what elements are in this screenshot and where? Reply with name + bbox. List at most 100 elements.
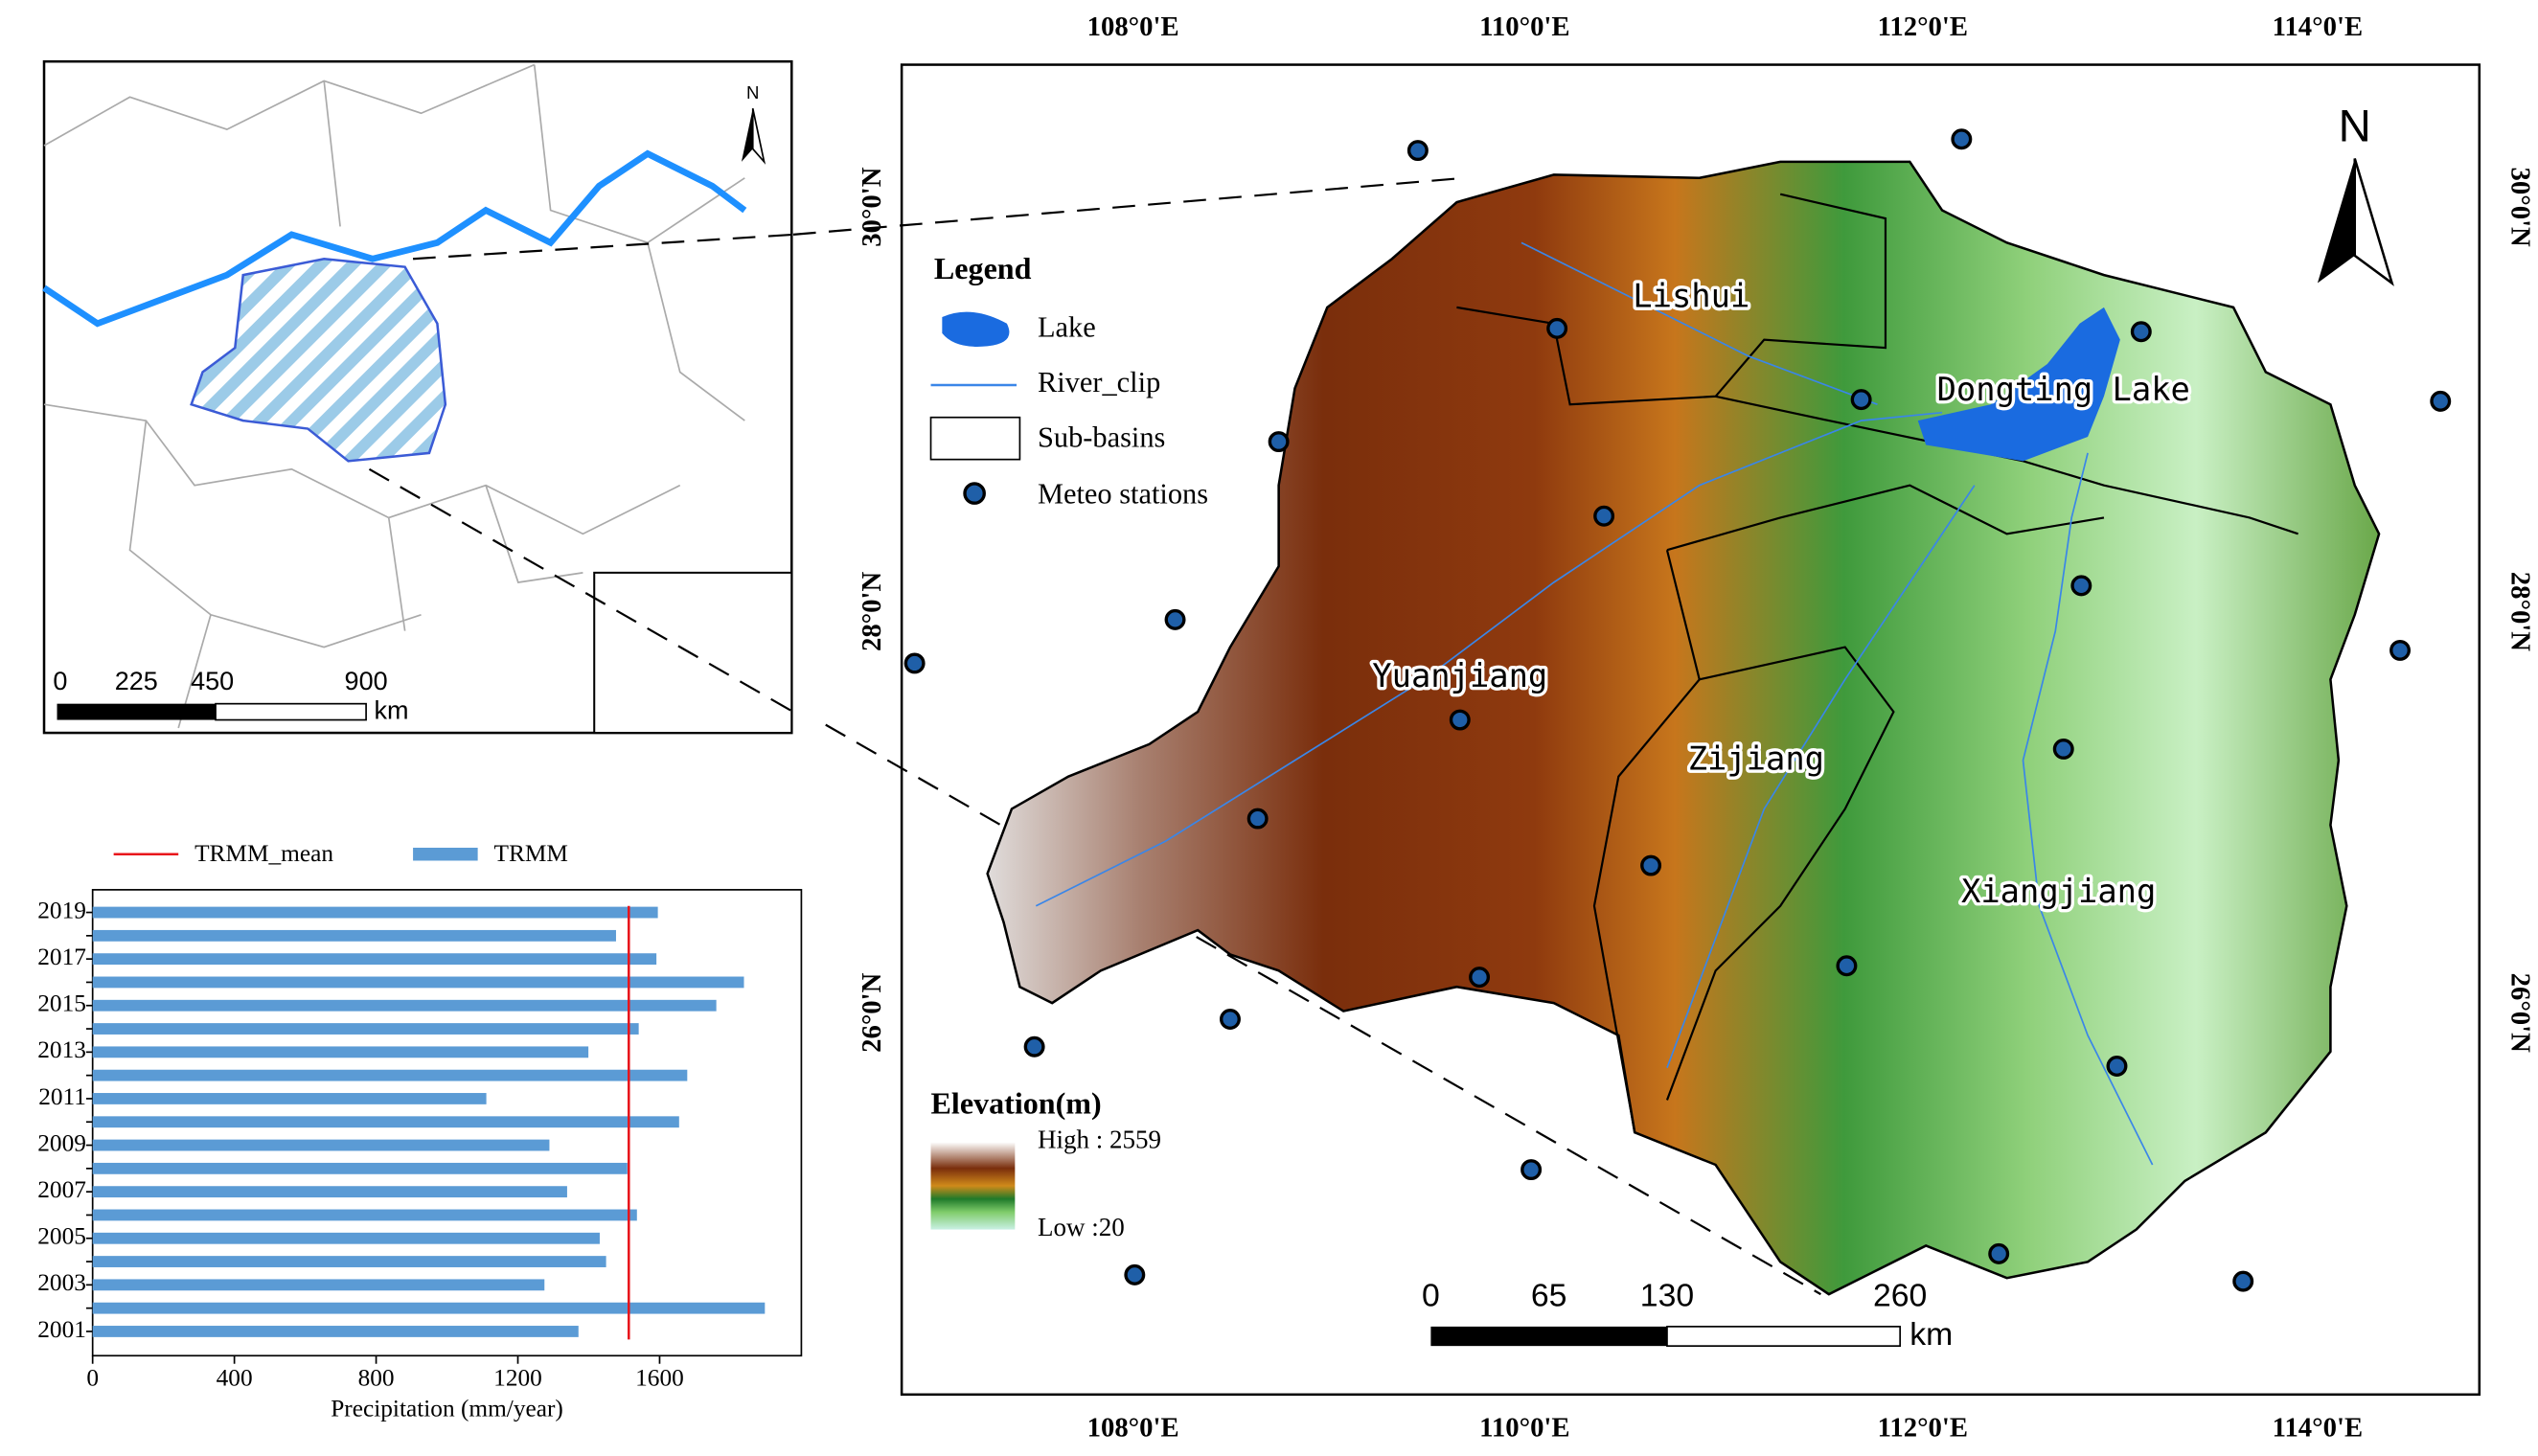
x-tick-label: 1200 [493,1364,542,1391]
inset-scale-bar [215,702,367,721]
connector-lines [368,176,1821,1296]
meteo-station [1521,1159,1543,1181]
meteo-station [1469,967,1491,989]
basin-label: Yuanjiang [1372,657,1547,694]
legend-label: TRMM [494,840,568,867]
inset-scale-unit: km [375,695,409,724]
north-label: N [2339,102,2371,152]
y-tick-label: 2019 [37,897,86,923]
longitude-label: 108°0'E [1087,1413,1179,1444]
basin-label: Zijiang [1688,739,1824,777]
y-tick-label: 2001 [37,1316,86,1343]
longitude-label: 114°0'E [2273,1413,2363,1444]
legend-station-symbol [963,482,986,505]
meteo-station [2052,738,2074,760]
y-tick-label: 2015 [37,990,86,1017]
longitude-label: 110°0'E [1479,1413,1569,1444]
basin-label: Xiangjiang [1961,873,2156,910]
yangtze-river [42,149,747,328]
inset-scale-label: 450 [191,667,234,695]
bar [92,1162,628,1174]
meteo-station [2130,321,2152,343]
latitude-label: 30°0'N [857,167,887,247]
latitude-label: 28°0'N [2505,572,2536,652]
inset-scale-label: 900 [345,667,388,695]
inset-scale-label: 225 [115,667,158,695]
meteo-station [1546,317,1568,339]
x-tick-label: 0 [86,1364,99,1391]
meteo-station [1268,431,1290,453]
north-arrow [2317,158,2355,284]
meteo-station [2106,1056,2128,1077]
bar [92,1069,688,1081]
scale-unit: km [1909,1316,1953,1353]
inset-subframe [593,571,793,735]
basin-label: Lishui [1633,277,1749,314]
longitude-label: 114°0'E [2273,11,2363,42]
bar [92,1302,766,1314]
elevation-title: Elevation(m) [931,1086,1102,1121]
longitude-label: 112°0'E [1878,11,1968,42]
bar [92,1139,550,1151]
meteo-station [1640,854,1662,876]
meteo-station [1951,128,1973,150]
basin-label: Dongting Lake [1937,371,2190,408]
bar [92,999,717,1012]
legend-item: Meteo stations [1038,477,1208,510]
bar [92,1209,637,1221]
inset-north-arrow [741,108,753,162]
meteo-station [1124,1263,1146,1285]
bar [92,929,616,942]
legend-title: Legend [934,251,1032,285]
bar [92,1186,567,1198]
bar [92,1256,606,1267]
meteo-station [1406,140,1429,162]
bar [92,1232,600,1244]
bar [92,1326,579,1337]
x-tick-label: 1600 [635,1364,684,1391]
bar [92,1279,545,1291]
legend-item: River_clip [1038,366,1160,398]
meteo-station [1246,808,1269,830]
scale-bar [1666,1326,1902,1347]
x-axis-label: Precipitation (mm/year) [331,1396,563,1422]
inset-north-arrow [751,107,766,165]
x-tick-label: 400 [217,1364,253,1391]
meteo-station [1593,505,1615,527]
latitude-label: 26°0'N [857,972,887,1053]
bar [92,906,658,919]
main-map-frame [900,63,2481,1397]
y-tick-label: 2017 [37,944,86,970]
basin-elevation [986,160,2381,1296]
y-tick-label: 2007 [37,1176,86,1203]
inset-scale-label: 0 [53,667,67,695]
y-tick-label: 2013 [37,1036,86,1063]
bar [92,1023,639,1035]
legend-subbasin-symbol [929,416,1021,461]
elevation-low: Low :20 [1038,1213,1125,1241]
meteo-station [1850,389,1872,411]
meteo-station [1023,1035,1045,1058]
meteo-station [2430,390,2452,412]
longitude-label: 110°0'E [1479,11,1569,42]
meteo-station [1836,955,1858,977]
bar [92,1116,679,1128]
study-area [190,257,447,463]
bar [92,1046,589,1058]
scale-bar [1430,1326,1667,1347]
scale-label: 260 [1873,1277,1927,1313]
scale-label: 130 [1640,1277,1694,1313]
meteo-station [1164,608,1186,630]
longitude-label: 112°0'E [1878,1413,1968,1444]
bar [92,976,744,989]
bar [92,1093,487,1104]
meteo-station [2070,575,2092,597]
meteo-station [1449,709,1471,731]
north-arrow [2353,158,2394,286]
scale-label: 65 [1531,1277,1567,1313]
legend-item: Sub-basins [1038,421,1165,453]
meteo-station [903,652,926,674]
legend-label: TRMM_mean [194,840,333,867]
rivers [1035,241,2154,1166]
